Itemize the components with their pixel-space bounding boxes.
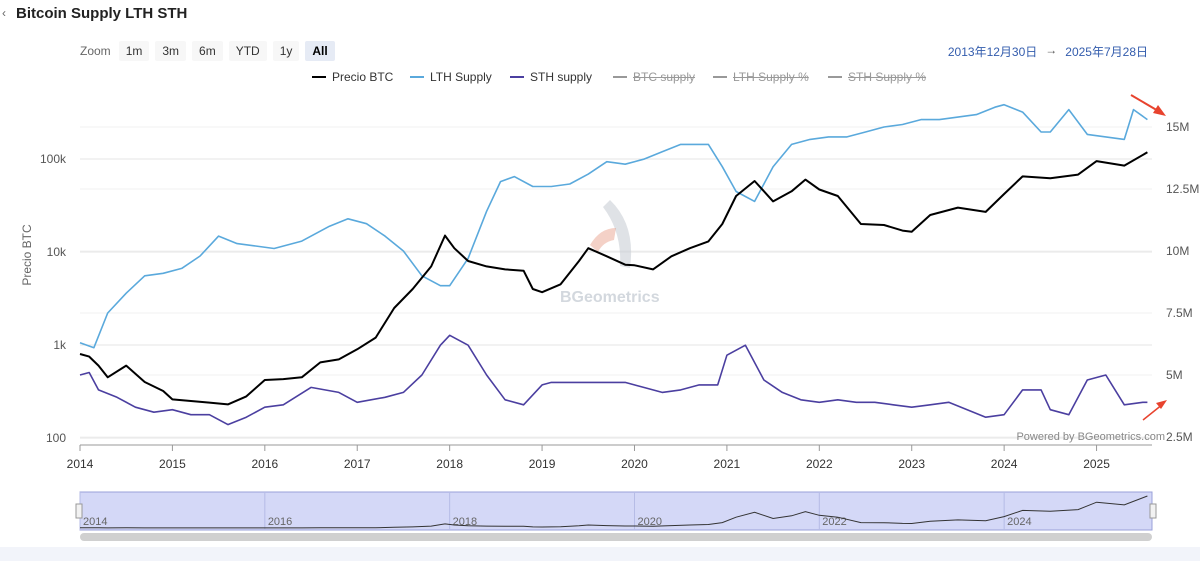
navigator-handle-left[interactable] — [75, 503, 83, 519]
legend: Precio BTC LTH Supply STH supply BTC sup… — [0, 70, 1200, 88]
legend-item-precio-btc[interactable]: Precio BTC — [312, 70, 393, 84]
navigator-handle-right[interactable] — [1149, 503, 1157, 519]
footer-strip — [0, 547, 1200, 561]
legend-item-sth-supply-pct[interactable]: STH Supply % — [828, 70, 926, 84]
zoom-1y-button[interactable]: 1y — [272, 41, 300, 61]
y-tick-right: 10M — [1166, 244, 1189, 258]
legend-item-lth-supply[interactable]: LTH Supply — [410, 70, 492, 84]
legend-item-lth-supply-pct[interactable]: LTH Supply % — [713, 70, 809, 84]
y-tick-left: 1k — [53, 338, 67, 352]
navigator-scrollbar[interactable] — [80, 533, 1152, 541]
annotation-arrowhead-bottom — [1156, 400, 1167, 409]
series-group — [79, 103, 1148, 426]
x-tick-label: 2018 — [436, 457, 463, 471]
legend-swatch — [713, 76, 727, 78]
y-tick-right: 2.5M — [1166, 430, 1193, 444]
x-tick-label: 2020 — [621, 457, 648, 471]
x-tick-label: 2025 — [1083, 457, 1110, 471]
navigator-x-label: 2016 — [268, 516, 292, 528]
x-tick-label: 2023 — [898, 457, 925, 471]
zoom-label: Zoom — [80, 44, 111, 58]
zoom-3m-button[interactable]: 3m — [155, 41, 187, 61]
legend-swatch — [510, 76, 524, 78]
x-tick-label: 2021 — [714, 457, 741, 471]
x-tick-label: 2024 — [991, 457, 1018, 471]
y-tick-left: 100k — [40, 152, 67, 166]
x-tick-label: 2016 — [251, 457, 278, 471]
navigator-x-label: 2014 — [83, 516, 107, 528]
series-lth-supply — [79, 103, 1148, 349]
y-tick-left: 10k — [47, 245, 67, 259]
legend-label: STH supply — [530, 70, 593, 84]
title-bar: ‹ Bitcoin Supply LTH STH — [0, 0, 1200, 34]
navigator-series — [80, 495, 1148, 529]
credits[interactable]: Powered by BGeometrics.com — [1016, 431, 1165, 443]
zoom-6m-button[interactable]: 6m — [192, 41, 223, 61]
legend-label: LTH Supply — [430, 70, 492, 84]
legend-item-sth-supply[interactable]: STH supply — [510, 70, 592, 84]
legend-swatch — [410, 76, 424, 78]
navigator-x-label: 2022 — [822, 516, 846, 528]
watermark: BGeometrics — [560, 200, 660, 306]
legend-label: BTC supply — [633, 70, 696, 84]
annotation-arrowhead-top — [1153, 105, 1166, 116]
zoom-1m-button[interactable]: 1m — [118, 41, 150, 61]
series-precio-btc — [79, 151, 1148, 406]
legend-swatch — [312, 76, 326, 78]
axes: 100 1k 10k 100k 2.5M 5M 7.5M 10M 12.5M 15M Precio … — [20, 120, 1199, 471]
y-tick-left: 100 — [46, 431, 66, 445]
zoom-all-button[interactable]: All — [305, 41, 335, 61]
arrow-right-icon: → — [1045, 43, 1058, 57]
watermark-logo-accent — [590, 228, 616, 252]
series-sth-supply — [79, 334, 1148, 426]
zoom-ytd-button[interactable]: YTD — [228, 41, 267, 61]
watermark-text: BGeometrics — [560, 289, 660, 306]
y-tick-right: 12.5M — [1166, 182, 1199, 196]
navigator-x-label: 2024 — [1007, 516, 1031, 528]
x-tick-label: 2014 — [67, 457, 94, 471]
legend-label: STH Supply % — [848, 70, 927, 84]
y-tick-right: 7.5M — [1166, 306, 1193, 320]
legend-swatch — [613, 76, 627, 78]
navigator-x-label: 2020 — [637, 516, 661, 528]
x-tick-label: 2017 — [344, 457, 371, 471]
date-range: 2013年12月30日 → 2025年7月28日 — [948, 43, 1148, 60]
gridlines — [80, 126, 1152, 439]
chevron-left-icon[interactable]: ‹ — [2, 6, 6, 20]
navigator-range[interactable] — [79, 491, 1153, 531]
y-tick-right: 15M — [1166, 120, 1189, 134]
x-tick-label: 2022 — [806, 457, 833, 471]
legend-label: LTH Supply % — [733, 70, 809, 84]
legend-item-btc-supply[interactable]: BTC supply — [613, 70, 695, 84]
legend-label: Precio BTC — [332, 70, 394, 84]
x-tick-label: 2019 — [529, 457, 556, 471]
legend-swatch — [828, 76, 842, 78]
annotations — [1130, 94, 1167, 421]
zoom-bar: Zoom 1m 3m 6m YTD 1y All — [80, 40, 341, 62]
y-tick-right: 5M — [1166, 368, 1183, 382]
date-from-input[interactable]: 2013年12月30日 — [947, 45, 1038, 59]
y-axis-label-left: Precio BTC — [20, 224, 34, 286]
page-title: Bitcoin Supply LTH STH — [16, 5, 188, 22]
date-to-input[interactable]: 2025年7月28日 — [1065, 45, 1148, 59]
navigator[interactable]: 2014 2016 2018 2020 2022 2024 — [75, 491, 1157, 541]
watermark-logo — [603, 200, 632, 268]
annotation-arrow-top — [1130, 94, 1161, 113]
x-tick-label: 2015 — [159, 457, 186, 471]
